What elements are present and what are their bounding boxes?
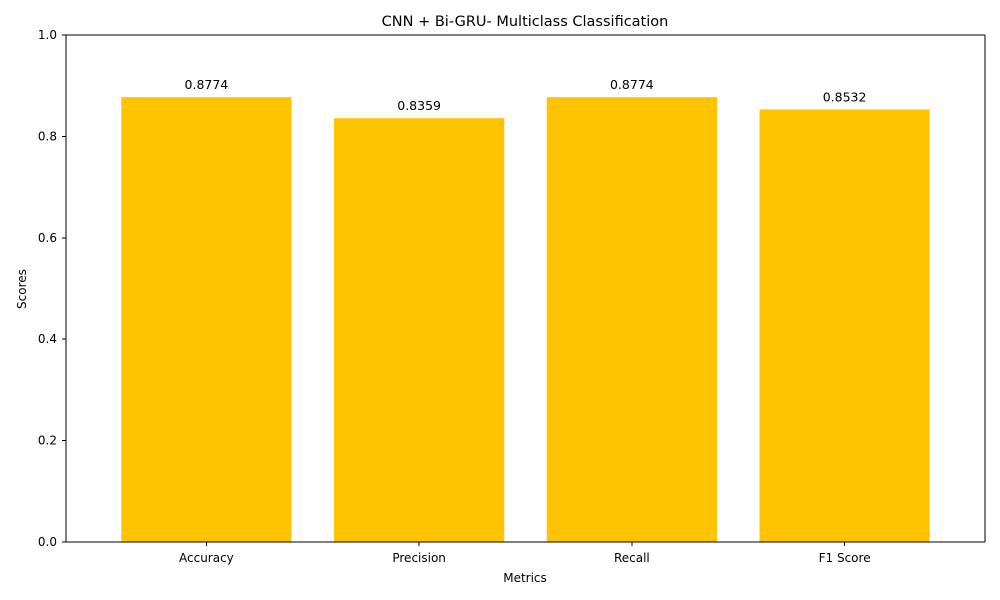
chart-title: CNN + Bi-GRU- Multiclass Classification [382, 14, 669, 30]
x-axis-label: Metrics [503, 571, 547, 585]
x-tick-label: F1 Score [819, 551, 871, 565]
value-label-accuracy: 0.8774 [185, 77, 229, 92]
value-labels-layer: 0.8774 0.8359 0.8774 0.8532 [185, 77, 867, 113]
y-tick-label: 0.4 [38, 332, 57, 346]
x-tick-label: Precision [392, 551, 446, 565]
value-label-f1-score: 0.8532 [823, 89, 867, 104]
value-label-precision: 0.8359 [397, 98, 441, 113]
value-label-recall: 0.8774 [610, 77, 654, 92]
bar-accuracy [121, 97, 292, 542]
y-tick-label: 0.0 [38, 535, 57, 549]
x-tick-label: Recall [614, 551, 650, 565]
y-ticks-layer: 0.0 0.2 0.4 0.6 0.8 1.0 [38, 28, 66, 549]
y-axis-label: Scores [15, 269, 29, 309]
bars-layer [121, 97, 930, 542]
bar-f1-score [759, 109, 930, 542]
y-tick-label: 0.6 [38, 231, 57, 245]
bar-precision [334, 118, 505, 542]
x-tick-label: Accuracy [179, 551, 234, 565]
y-tick-label: 0.8 [38, 129, 57, 143]
y-tick-label: 1.0 [38, 28, 57, 42]
bar-recall [546, 97, 717, 542]
x-ticks-layer: Accuracy Precision Recall F1 Score [179, 542, 871, 565]
y-tick-label: 0.2 [38, 434, 57, 448]
